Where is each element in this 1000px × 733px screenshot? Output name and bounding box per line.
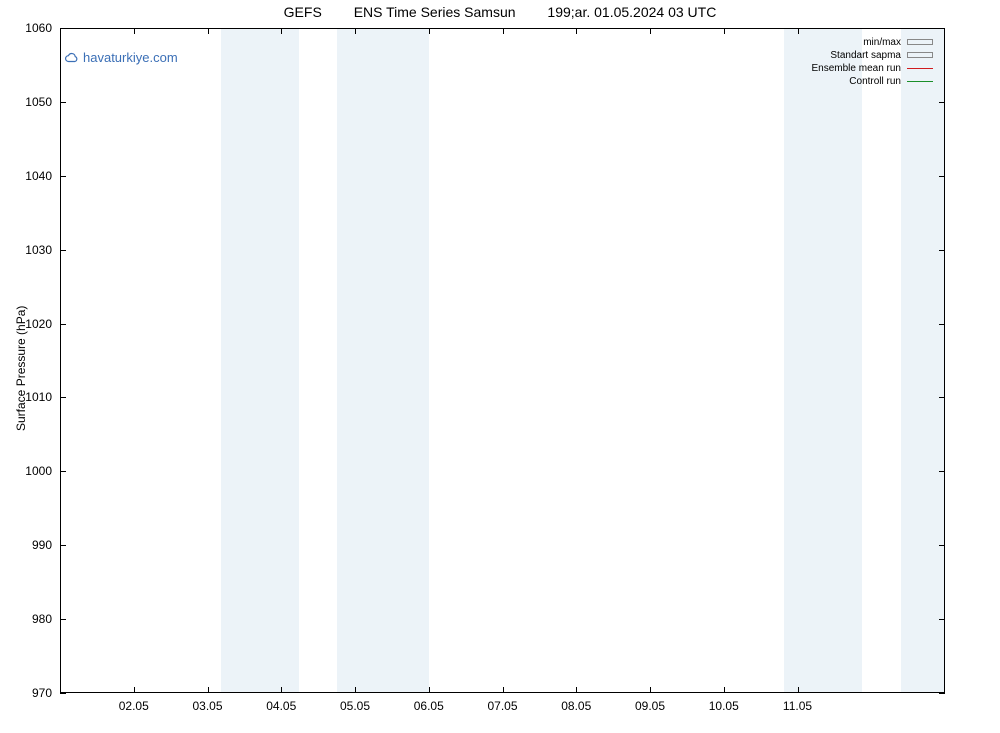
x-tick-mark [503, 687, 504, 693]
title-center: ENS Time Series Samsun [354, 4, 516, 20]
y-tick-mark [939, 545, 945, 546]
x-tick-mark [134, 687, 135, 693]
x-tick-label: 03.05 [192, 699, 222, 713]
y-tick-mark [60, 250, 66, 251]
x-tick-mark [650, 687, 651, 693]
legend-label: min/max [863, 37, 901, 48]
y-tick-mark [60, 324, 66, 325]
legend-item: Standart sapma [830, 49, 933, 61]
legend-item: Ensemble mean run [812, 62, 934, 74]
x-tick-mark [650, 28, 651, 34]
y-tick-mark [939, 397, 945, 398]
watermark-text: havaturkiye.com [83, 50, 178, 65]
legend-item: Controll run [849, 75, 933, 87]
y-tick-mark [60, 176, 66, 177]
y-tick-label: 1050 [10, 95, 52, 109]
legend-swatch [907, 38, 933, 46]
y-tick-label: 990 [10, 538, 52, 552]
x-tick-label: 10.05 [709, 699, 739, 713]
cloud-icon [65, 51, 79, 65]
y-tick-mark [939, 176, 945, 177]
y-tick-mark [60, 397, 66, 398]
y-tick-mark [60, 693, 66, 694]
x-tick-label: 04.05 [266, 699, 296, 713]
x-tick-label: 11.05 [783, 699, 812, 713]
y-tick-label: 1040 [10, 169, 52, 183]
y-axis-label: Surface Pressure (hPa) [14, 305, 28, 430]
x-tick-mark [355, 28, 356, 34]
legend-label: Controll run [849, 76, 901, 87]
legend-label: Standart sapma [830, 50, 901, 61]
x-tick-mark [281, 28, 282, 34]
x-tick-label: 07.05 [487, 699, 517, 713]
y-tick-mark [60, 619, 66, 620]
legend: min/max Standart sapma Ensemble mean run Co… [812, 36, 934, 87]
x-tick-mark [503, 28, 504, 34]
x-tick-mark [429, 687, 430, 693]
y-tick-label: 1030 [10, 243, 52, 257]
y-tick-mark [939, 250, 945, 251]
chart-title: GEFS ENS Time Series Samsun 199;ar. 01.0… [0, 4, 1000, 20]
x-tick-mark [429, 28, 430, 34]
legend-swatch [907, 51, 933, 59]
y-tick-mark [939, 693, 945, 694]
y-tick-mark [939, 102, 945, 103]
x-tick-mark [576, 28, 577, 34]
y-tick-mark [60, 28, 66, 29]
y-tick-mark [939, 471, 945, 472]
x-tick-mark [281, 687, 282, 693]
watermark: havaturkiye.com [65, 50, 178, 65]
plot-border [60, 28, 945, 693]
legend-swatch [907, 64, 933, 72]
chart-container: GEFS ENS Time Series Samsun 199;ar. 01.0… [0, 0, 1000, 733]
x-tick-label: 05.05 [340, 699, 370, 713]
y-tick-mark [60, 102, 66, 103]
title-right: 199;ar. 01.05.2024 03 UTC [547, 4, 716, 20]
y-tick-mark [939, 324, 945, 325]
legend-item: min/max [863, 36, 933, 48]
x-tick-label: 06.05 [414, 699, 444, 713]
legend-swatch [907, 77, 933, 85]
title-left: GEFS [284, 4, 322, 20]
y-tick-label: 1000 [10, 464, 52, 478]
x-tick-mark [208, 687, 209, 693]
x-tick-mark [724, 28, 725, 34]
x-tick-mark [134, 28, 135, 34]
x-tick-mark [576, 687, 577, 693]
x-tick-mark [724, 687, 725, 693]
y-tick-label: 970 [10, 686, 52, 700]
x-tick-mark [208, 28, 209, 34]
y-tick-label: 1060 [10, 21, 52, 35]
x-tick-label: 02.05 [119, 699, 149, 713]
y-tick-mark [60, 471, 66, 472]
y-tick-mark [60, 545, 66, 546]
x-tick-label: 09.05 [635, 699, 665, 713]
x-tick-mark [355, 687, 356, 693]
y-tick-mark [939, 619, 945, 620]
y-tick-label: 980 [10, 612, 52, 626]
x-tick-mark [798, 687, 799, 693]
y-tick-mark [939, 28, 945, 29]
x-tick-label: 08.05 [561, 699, 591, 713]
x-tick-mark [798, 28, 799, 34]
legend-label: Ensemble mean run [812, 63, 902, 74]
